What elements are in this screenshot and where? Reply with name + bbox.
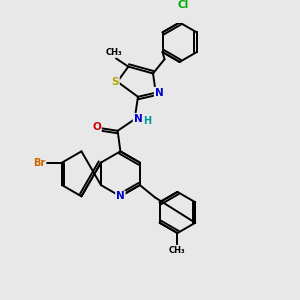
Text: H: H [143,116,151,127]
Text: S: S [111,77,119,87]
Text: Cl: Cl [178,0,189,10]
Text: CH₃: CH₃ [106,48,122,57]
Text: N: N [116,191,125,201]
Text: O: O [92,122,101,133]
Text: CH₃: CH₃ [169,246,186,255]
Text: Br: Br [33,158,45,168]
Text: N: N [155,88,164,98]
Text: N: N [134,114,142,124]
